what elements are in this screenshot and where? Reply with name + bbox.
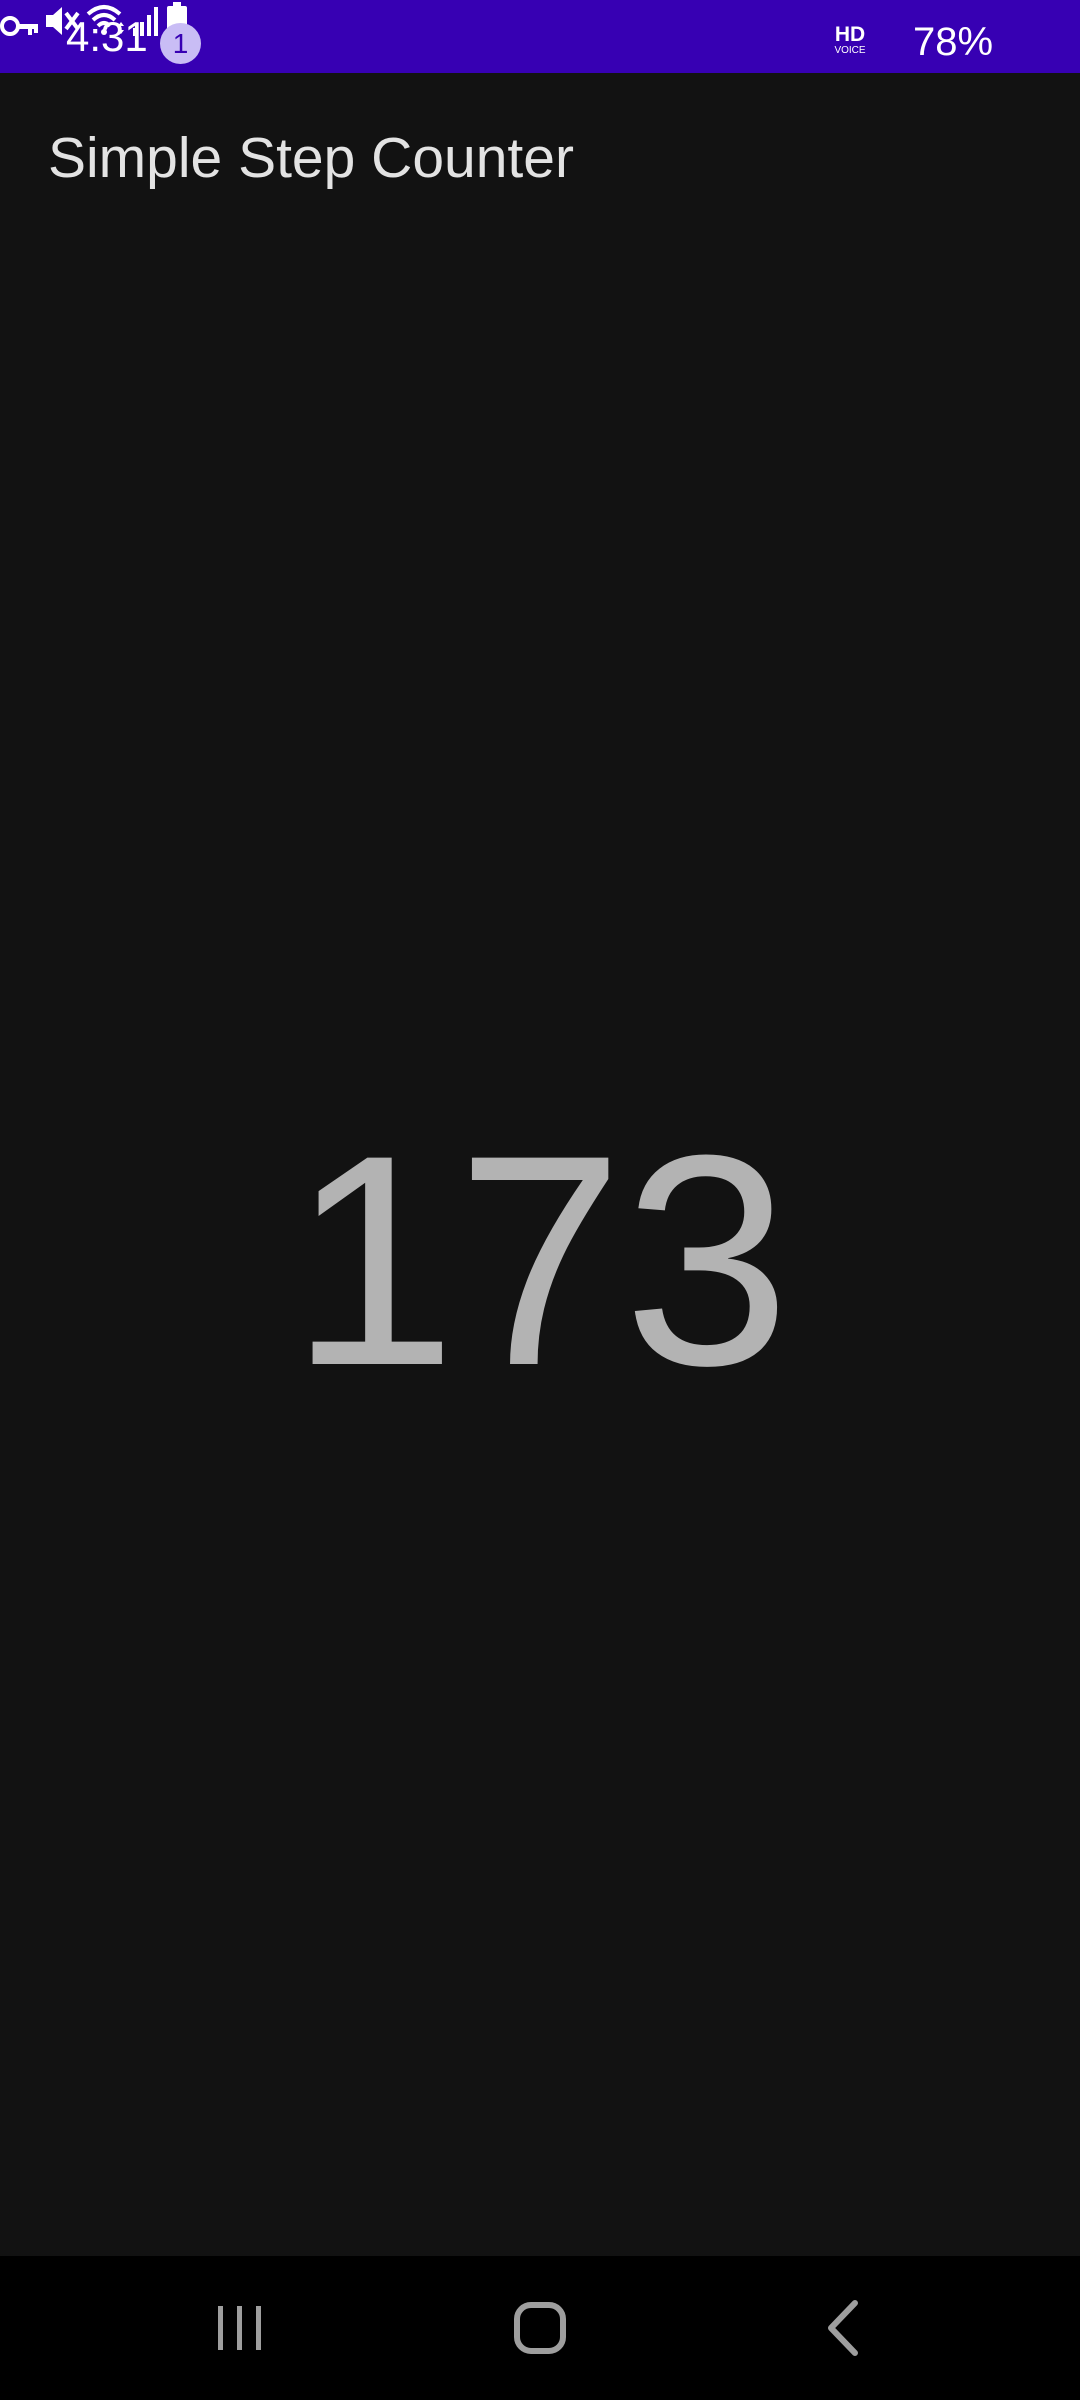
app-title: Simple Step Counter bbox=[48, 126, 574, 190]
signal-icon bbox=[133, 7, 159, 36]
voice-label: VOICE bbox=[834, 45, 866, 56]
vpn-key-icon bbox=[0, 16, 38, 36]
notification-badge: 1 bbox=[160, 23, 201, 64]
battery-percent: 78% bbox=[913, 20, 994, 64]
back-icon[interactable] bbox=[795, 2278, 895, 2378]
wifi-icon bbox=[86, 5, 124, 35]
hd-label: HD bbox=[834, 23, 866, 46]
recents-icon[interactable] bbox=[190, 2278, 290, 2378]
status-time: 4:31 bbox=[66, 13, 148, 60]
mute-icon bbox=[46, 7, 81, 35]
status-bar: 4:31 1 HD VOICE bbox=[0, 0, 1080, 73]
hd-voice-icon: HD VOICE bbox=[832, 24, 868, 60]
home-icon[interactable] bbox=[490, 2278, 590, 2378]
step-count: 173 bbox=[289, 1092, 791, 1428]
navigation-bar bbox=[0, 2256, 1080, 2400]
